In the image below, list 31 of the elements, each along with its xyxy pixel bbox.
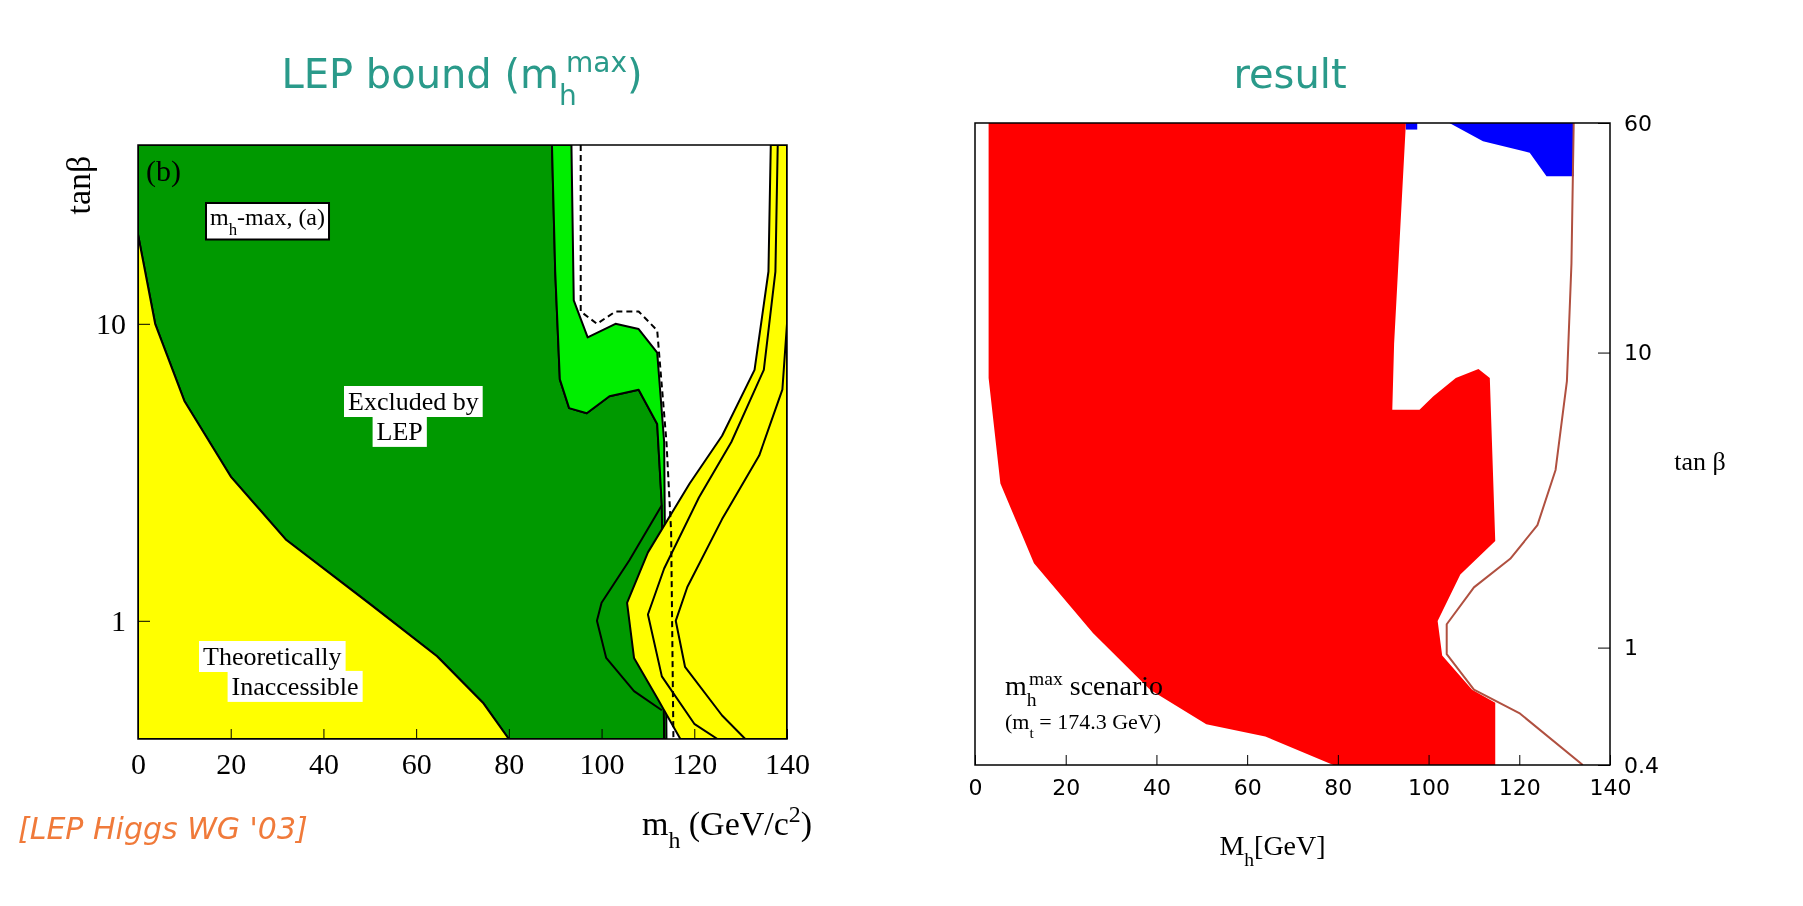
x-tick-label: 100 (1408, 774, 1451, 800)
y2-tick-label: 1 (1624, 635, 1638, 661)
x-tick-label: 40 (308, 747, 339, 781)
x-tick-label: 40 (1142, 774, 1171, 800)
annotation: (m$_{t}$ = 174.3 GeV) (1005, 709, 1162, 741)
x-tick-label: 100 (579, 747, 625, 781)
text: [LEP Higgs WG '03] (18, 811, 308, 846)
y-axis-title: tanβ (60, 155, 97, 215)
x-tick-label: 120 (1498, 774, 1541, 800)
annotation: Excluded by LEP (348, 387, 479, 446)
x-tick-label: 20 (1052, 774, 1081, 800)
x-axis-title: m$_{h}$ (GeV/c$^{2}$) (641, 801, 813, 853)
y2-tick-label: 10 (1624, 340, 1652, 366)
x-tick-label: 0 (131, 747, 146, 781)
x-tick-label: 140 (765, 747, 810, 781)
x-tick-label: 80 (1324, 774, 1353, 800)
chart-title: LEP bound (m$_{h}$$^{max}$) (281, 45, 643, 112)
chart-title: result (1233, 51, 1347, 97)
x-axis-title: M$_{h}$[GeV] (1219, 830, 1326, 870)
y2-axis-title: tan β (1674, 447, 1726, 476)
x-tick-label: 60 (1233, 774, 1262, 800)
x-tick-label: 120 (672, 747, 718, 781)
y2-tick-label: 60 (1624, 110, 1652, 136)
x-tick-label: 0 (968, 774, 983, 800)
x-tick-label: 60 (401, 747, 432, 781)
line-series (1445, 123, 1584, 765)
x-tick-label: 20 (216, 747, 247, 781)
annotation: m$_{h}$-max, (a) (210, 204, 326, 239)
x-tick-label: 80 (494, 747, 525, 781)
annotation: (b) (146, 154, 181, 188)
annotation: Theoretically Inaccessible (203, 642, 359, 701)
